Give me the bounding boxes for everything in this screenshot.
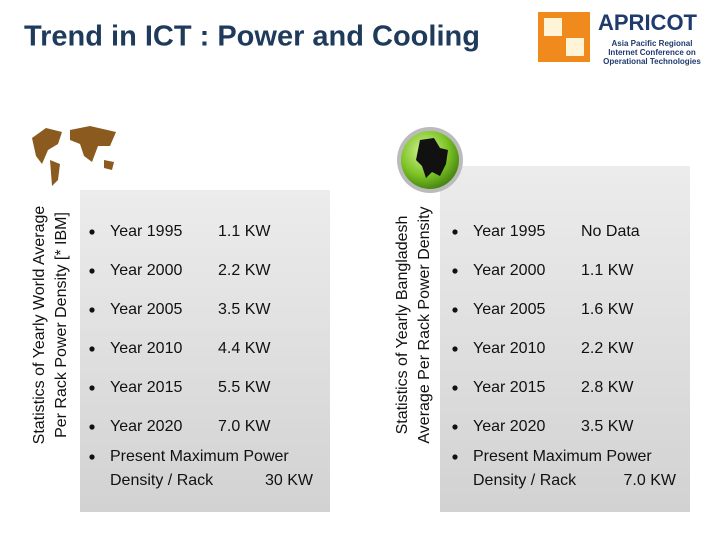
panel-box — [80, 190, 330, 512]
panel-box — [440, 166, 690, 512]
bullet — [89, 229, 95, 235]
row-year: Year 2020 — [110, 418, 182, 435]
note-line: Present Maximum Power — [110, 448, 289, 465]
side-label: Per Rack Power Density [* IBM] — [53, 212, 70, 438]
logo-mark — [544, 18, 562, 36]
bullet — [452, 346, 458, 352]
row-year: Year 2015 — [473, 379, 545, 396]
map-shape — [70, 126, 116, 162]
note-value: 30 KW — [265, 472, 314, 489]
row-value: 2.2 KW — [218, 262, 271, 279]
world-map-icon — [32, 126, 116, 186]
row-year: Year 1995 — [110, 223, 182, 240]
bullet — [452, 229, 458, 235]
side-label: Statistics of Yearly Bangladesh — [394, 216, 411, 435]
row-year: Year 2005 — [473, 301, 545, 318]
logo-name: APRICOT — [598, 10, 698, 35]
bullet — [452, 454, 458, 460]
row-year: Year 2000 — [110, 262, 182, 279]
bullet — [89, 424, 95, 430]
bullet — [89, 385, 95, 391]
bullet — [89, 454, 95, 460]
side-label: Statistics of Yearly World Average — [31, 206, 48, 445]
logo-subtitle: Internet Conference on — [608, 48, 696, 57]
row-value: 2.2 KW — [581, 340, 634, 357]
row-year: Year 2000 — [473, 262, 545, 279]
bullet — [89, 307, 95, 313]
bullet — [452, 385, 458, 391]
slide-title: Trend in ICT : Power and Cooling — [24, 21, 480, 53]
map-shape — [416, 138, 448, 178]
row-year: Year 2020 — [473, 418, 545, 435]
logo-mark — [566, 38, 584, 56]
logo-subtitle: Operational Technologies — [603, 57, 701, 66]
bullet — [452, 424, 458, 430]
bangladesh-icon — [397, 127, 463, 193]
map-shape — [104, 160, 114, 170]
row-value: 1.1 KW — [218, 223, 271, 240]
map-shape — [32, 128, 62, 164]
row-year: Year 2015 — [110, 379, 182, 396]
note-line: Density / Rack — [473, 472, 577, 489]
side-label: Average Per Rack Power Density — [416, 206, 433, 443]
row-value: 4.4 KW — [218, 340, 271, 357]
logo: APRICOT Asia Pacific Regional Internet C… — [538, 10, 701, 66]
row-year: Year 2010 — [473, 340, 545, 357]
bullet — [452, 268, 458, 274]
row-value: No Data — [581, 223, 640, 240]
map-shape — [50, 160, 60, 186]
row-year: Year 1995 — [473, 223, 545, 240]
row-value: 3.5 KW — [218, 301, 271, 318]
row-value: 3.5 KW — [581, 418, 634, 435]
row-value: 2.8 KW — [581, 379, 634, 396]
row-year: Year 2005 — [110, 301, 182, 318]
bullet — [452, 307, 458, 313]
row-value: 1.1 KW — [581, 262, 634, 279]
logo-subtitle: Asia Pacific Regional — [612, 39, 693, 48]
note-line: Density / Rack — [110, 472, 214, 489]
note-line: Present Maximum Power — [473, 448, 652, 465]
row-value: 5.5 KW — [218, 379, 271, 396]
note-value: 7.0 KW — [624, 472, 677, 489]
bullet — [89, 268, 95, 274]
row-value: 1.6 KW — [581, 301, 634, 318]
bullet — [89, 346, 95, 352]
row-year: Year 2010 — [110, 340, 182, 357]
row-value: 7.0 KW — [218, 418, 271, 435]
